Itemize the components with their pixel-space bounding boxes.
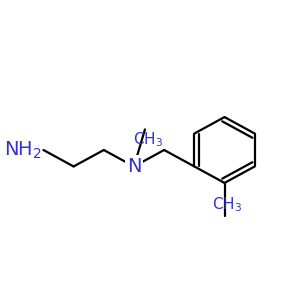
Text: NH$_2$: NH$_2$ — [4, 139, 42, 161]
Text: CH$_3$: CH$_3$ — [212, 196, 242, 214]
Text: CH$_3$: CH$_3$ — [133, 131, 163, 149]
Text: N: N — [127, 157, 141, 176]
